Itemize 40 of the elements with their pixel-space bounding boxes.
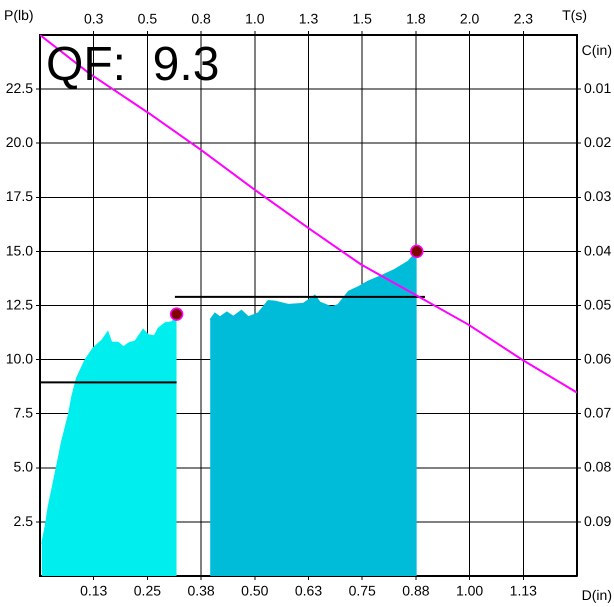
x2-tick-label: 1.8 xyxy=(406,10,426,26)
x2-axis-title: T(s) xyxy=(562,7,587,23)
y-tick-label: 17.5 xyxy=(6,188,34,204)
y-tick-label: 20.0 xyxy=(6,134,34,150)
x-tick-label: 1.00 xyxy=(456,582,484,598)
x2-tick-label: 1.5 xyxy=(352,10,372,26)
x2-tick-label: 2.3 xyxy=(514,10,534,26)
x-tick-label: 0.25 xyxy=(134,582,162,598)
y2-tick-label: 0.03 xyxy=(584,188,612,204)
y-tick-label: 22.5 xyxy=(6,80,34,96)
x2-tick-label: 1.3 xyxy=(298,10,318,26)
x-tick-label: 1.13 xyxy=(510,582,538,598)
y-tick-label: 10.0 xyxy=(6,350,34,366)
x-tick-label: 0.63 xyxy=(294,582,322,598)
y2-tick-label: 0.01 xyxy=(584,80,612,96)
x-tick-label: 0.50 xyxy=(241,582,269,598)
x-tick-label: 0.88 xyxy=(402,582,430,598)
x-tick-label: 0.75 xyxy=(348,582,376,598)
x2-tick-label: 1.0 xyxy=(245,10,265,26)
y-tick-label: 2.5 xyxy=(14,512,34,529)
x-tick-label: 0.13 xyxy=(80,582,108,598)
y-tick-label: 7.5 xyxy=(14,404,34,421)
y2-tick-label: 0.08 xyxy=(584,458,612,475)
y2-axis-title: C(in) xyxy=(582,42,612,58)
y2-tick-label: 0.09 xyxy=(584,512,612,529)
y2-tick-label: 0.04 xyxy=(584,242,612,258)
y2-tick-label: 0.07 xyxy=(584,404,612,421)
x2-tick-label: 0.5 xyxy=(138,10,158,26)
y2-tick-label: 0.06 xyxy=(584,350,612,366)
x2-tick-label: 0.3 xyxy=(84,10,104,26)
y-tick-label: 15.0 xyxy=(6,242,34,258)
y-tick-label: 5.0 xyxy=(14,458,34,475)
x-axis-title: D(in) xyxy=(582,587,612,603)
x2-tick-label: 0.8 xyxy=(191,10,212,26)
y2-tick-label: 0.05 xyxy=(584,296,612,312)
y-axis-title: P(lb) xyxy=(4,7,34,23)
x2-tick-label: 2.0 xyxy=(460,10,480,26)
y-tick-label: 12.5 xyxy=(6,296,34,312)
x-tick-label: 0.38 xyxy=(187,582,215,598)
y2-tick-label: 0.02 xyxy=(584,134,612,150)
